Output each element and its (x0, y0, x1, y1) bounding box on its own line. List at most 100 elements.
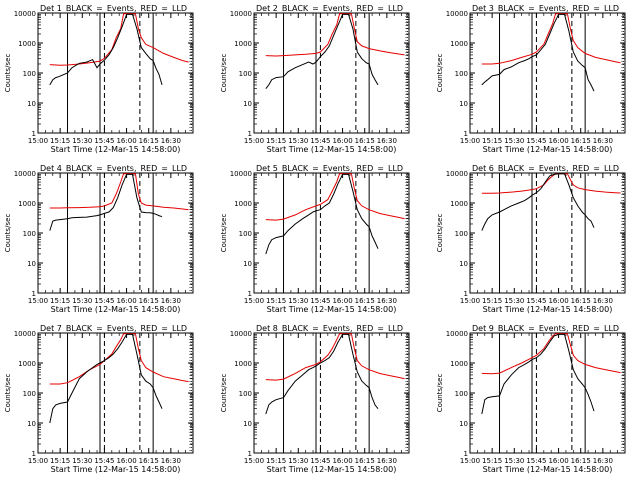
y-tick-label: 10 (243, 420, 252, 428)
legend-word: Events, (539, 324, 569, 333)
events-series-line (265, 173, 379, 255)
x-tick-label: 15:45 (94, 297, 114, 305)
legend-word: RED (357, 164, 374, 173)
events-series-line (481, 173, 595, 231)
y-tick-label: 10000 (446, 330, 468, 338)
x-tick-label: 16:00 (548, 297, 568, 305)
x-tick-label: 15:45 (310, 137, 330, 145)
y-tick-label: 10000 (14, 10, 36, 18)
x-tick-label: 15:00 (28, 137, 48, 145)
legend-word: Events, (107, 164, 137, 173)
x-tick-label: 15:30 (288, 457, 308, 465)
legend-word: LLD (604, 164, 619, 173)
legend-word: BLACK (66, 324, 93, 333)
x-tick-label: 15:00 (460, 297, 480, 305)
events-series-line (265, 333, 379, 415)
legend-word: RED (141, 164, 158, 173)
legend-word: = (528, 4, 535, 13)
legend-word: RED (141, 4, 158, 13)
y-tick-label: 1000 (234, 360, 252, 368)
panel-title-label: Det 1 (40, 4, 62, 13)
y-tick-label: 100 (239, 70, 252, 78)
legend-word: RED (357, 4, 374, 13)
panel-title-label: Det 4 (40, 164, 62, 173)
legend-word: LLD (388, 4, 403, 13)
x-tick-label: 16:15 (139, 457, 159, 465)
x-tick-label: 16:30 (161, 297, 181, 305)
panel-5: 1 10 100 1000 10000 15:00 15:15 15:30 15:45 16:00… (220, 164, 410, 314)
legend-word: RED (141, 324, 158, 333)
legend-word: = (161, 4, 168, 13)
x-tick-label: 15:00 (28, 297, 48, 305)
x-tick-label: 16:00 (116, 137, 136, 145)
legend-word: = (528, 324, 535, 333)
x-tick-label: 15:45 (526, 297, 546, 305)
y-axis-label: Counts/sec (4, 214, 12, 253)
x-tick-label: 15:00 (244, 457, 264, 465)
events-series-line (481, 333, 595, 415)
events-series-line (481, 13, 595, 92)
y-tick-label: 1000 (18, 200, 36, 208)
legend-word: = (377, 324, 384, 333)
x-tick-label: 15:30 (504, 137, 524, 145)
y-tick-label: 1 (32, 130, 36, 138)
y-tick-label: 10 (243, 260, 252, 268)
y-tick-label: 100 (23, 390, 36, 398)
legend-word: BLACK (498, 164, 525, 173)
legend-word: Events, (539, 164, 569, 173)
panel-title: Det 7 BLACK = Events, RED = LLD (40, 324, 187, 333)
legend-word: LLD (388, 164, 403, 173)
y-tick-label: 1000 (18, 40, 36, 48)
panel-title: Det 8 BLACK = Events, RED = LLD (256, 324, 403, 333)
y-tick-label: 100 (455, 70, 468, 78)
y-tick-label: 10000 (14, 170, 36, 178)
panel-title-label: Det 6 (472, 164, 494, 173)
x-tick-label: 16:15 (571, 137, 591, 145)
y-tick-label: 1 (464, 130, 468, 138)
y-tick-label: 10000 (230, 10, 252, 18)
panel-title-label: Det 7 (40, 324, 62, 333)
y-tick-label: 10 (459, 260, 468, 268)
lld-series-line (49, 333, 189, 385)
x-tick-label: 16:15 (139, 137, 159, 145)
legend-word: = (312, 164, 319, 173)
x-tick-label: 15:15 (482, 457, 502, 465)
y-tick-label: 10000 (446, 10, 468, 18)
y-axis-label: Counts/sec (4, 54, 12, 93)
panel-title: Det 9 BLACK = Events, RED = LLD (472, 324, 619, 333)
x-tick-label: 15:15 (50, 297, 70, 305)
y-axis-label: Counts/sec (4, 374, 12, 413)
y-tick-label: 100 (455, 230, 468, 238)
y-axis-label: Counts/sec (220, 54, 228, 93)
y-tick-label: 1000 (234, 200, 252, 208)
legend-word: BLACK (282, 4, 309, 13)
x-tick-label: 15:30 (288, 137, 308, 145)
x-axis-label: Start Time (12-Mar-15 14:58:00) (51, 305, 181, 314)
x-tick-label: 16:30 (377, 297, 397, 305)
x-tick-label: 16:00 (548, 457, 568, 465)
legend-word: Events, (107, 4, 137, 13)
x-tick-label: 15:30 (72, 297, 92, 305)
x-tick-label: 15:30 (72, 457, 92, 465)
x-tick-label: 15:15 (50, 457, 70, 465)
x-axis-label: Start Time (12-Mar-15 14:58:00) (51, 145, 181, 154)
panel-title-label: Det 8 (256, 324, 278, 333)
legend-word: RED (573, 4, 590, 13)
x-tick-label: 16:15 (355, 457, 375, 465)
panel-9: 1 10 100 1000 10000 15:00 15:15 15:30 15:45 16:00… (436, 324, 626, 474)
events-series-line (49, 173, 163, 231)
x-tick-label: 16:15 (571, 457, 591, 465)
panel-title-label: Det 9 (472, 324, 494, 333)
y-tick-label: 1000 (450, 360, 468, 368)
legend-word: LLD (172, 4, 187, 13)
x-tick-label: 16:30 (161, 457, 181, 465)
x-tick-label: 16:00 (548, 137, 568, 145)
panel-title-label: Det 2 (256, 4, 278, 13)
lld-series-line (481, 13, 621, 65)
x-axis-label: Start Time (12-Mar-15 14:58:00) (483, 305, 613, 314)
y-axis-label: Counts/sec (220, 374, 228, 413)
legend-word: = (593, 164, 600, 173)
y-tick-label: 10000 (14, 330, 36, 338)
x-tick-label: 16:15 (139, 297, 159, 305)
